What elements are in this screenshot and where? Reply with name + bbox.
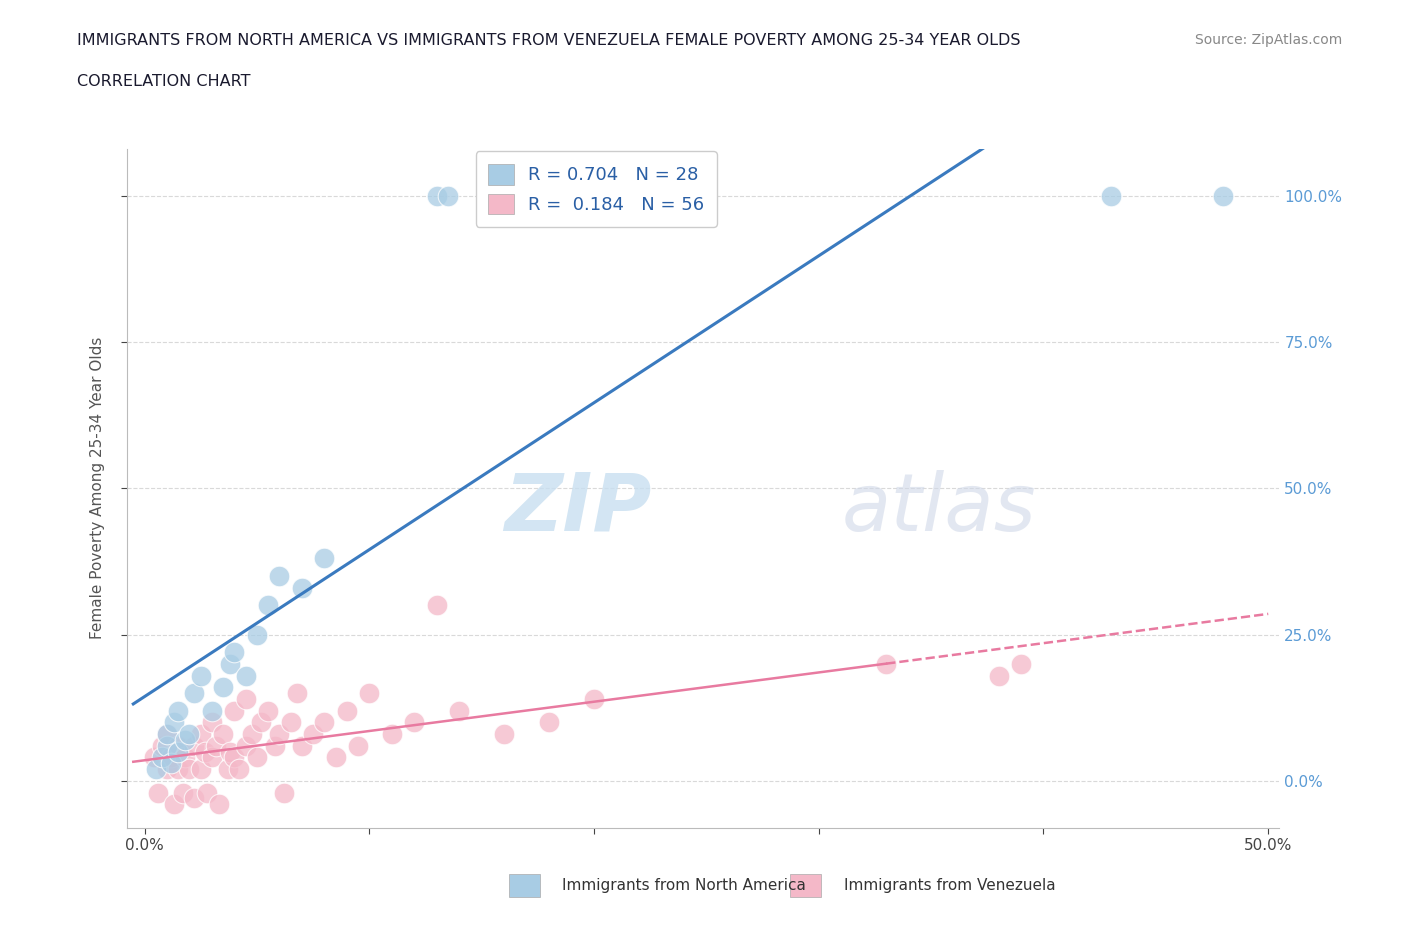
Text: Source: ZipAtlas.com: Source: ZipAtlas.com bbox=[1195, 33, 1343, 46]
Point bbox=[875, 657, 897, 671]
Point bbox=[156, 738, 179, 753]
Point bbox=[160, 750, 183, 764]
Point bbox=[291, 738, 314, 753]
Y-axis label: Female Poverty Among 25-34 Year Olds: Female Poverty Among 25-34 Year Olds bbox=[90, 337, 105, 640]
Point bbox=[285, 685, 308, 700]
Point bbox=[228, 762, 250, 777]
Point bbox=[160, 756, 183, 771]
Point bbox=[217, 762, 239, 777]
Point bbox=[235, 692, 257, 707]
Point bbox=[219, 744, 242, 759]
Point bbox=[219, 657, 242, 671]
Point bbox=[404, 715, 426, 730]
Point bbox=[291, 580, 314, 595]
Point bbox=[269, 568, 291, 583]
Point bbox=[224, 644, 246, 659]
Point bbox=[257, 703, 280, 718]
Point bbox=[194, 744, 217, 759]
Point bbox=[494, 726, 516, 741]
Point bbox=[183, 685, 205, 700]
Point bbox=[257, 598, 280, 613]
Point bbox=[183, 791, 205, 806]
Point bbox=[179, 726, 201, 741]
Point bbox=[167, 738, 190, 753]
Point bbox=[242, 726, 264, 741]
Point bbox=[482, 188, 505, 203]
Point bbox=[179, 762, 201, 777]
Point bbox=[314, 715, 336, 730]
Point bbox=[167, 762, 190, 777]
Point bbox=[494, 188, 516, 203]
Point bbox=[197, 785, 219, 800]
Point bbox=[538, 715, 561, 730]
Point bbox=[302, 726, 325, 741]
Point bbox=[246, 750, 269, 764]
Point bbox=[1212, 188, 1234, 203]
Text: CORRELATION CHART: CORRELATION CHART bbox=[77, 74, 250, 89]
Point bbox=[212, 680, 235, 695]
Point bbox=[190, 762, 212, 777]
Point bbox=[212, 726, 235, 741]
Point bbox=[224, 703, 246, 718]
Point bbox=[582, 692, 605, 707]
Point bbox=[146, 785, 169, 800]
Point bbox=[201, 715, 224, 730]
Point bbox=[987, 668, 1010, 683]
Point bbox=[183, 738, 205, 753]
Legend: R = 0.704   N = 28, R =  0.184   N = 56: R = 0.704 N = 28, R = 0.184 N = 56 bbox=[475, 151, 717, 227]
Point bbox=[156, 726, 179, 741]
Point bbox=[163, 715, 186, 730]
Point bbox=[1010, 657, 1032, 671]
Point bbox=[426, 188, 449, 203]
Point bbox=[263, 738, 285, 753]
Point bbox=[325, 750, 347, 764]
Point bbox=[152, 750, 174, 764]
Point bbox=[152, 738, 174, 753]
Text: ZIP: ZIP bbox=[503, 470, 651, 548]
Text: Immigrants from North America: Immigrants from North America bbox=[562, 878, 806, 893]
Point bbox=[224, 750, 246, 764]
Text: atlas: atlas bbox=[841, 470, 1036, 548]
Point bbox=[208, 797, 231, 812]
Point bbox=[167, 744, 190, 759]
Point bbox=[359, 685, 381, 700]
Point bbox=[250, 715, 273, 730]
Point bbox=[1099, 188, 1122, 203]
Point bbox=[426, 598, 449, 613]
Point bbox=[174, 750, 197, 764]
Point bbox=[190, 726, 212, 741]
Point bbox=[336, 703, 359, 718]
Point bbox=[280, 715, 302, 730]
Point bbox=[381, 726, 404, 741]
Point bbox=[347, 738, 370, 753]
Text: Immigrants from Venezuela: Immigrants from Venezuela bbox=[844, 878, 1056, 893]
Point bbox=[246, 627, 269, 642]
Point bbox=[145, 762, 167, 777]
Point bbox=[172, 785, 194, 800]
Point bbox=[156, 726, 179, 741]
Text: IMMIGRANTS FROM NORTH AMERICA VS IMMIGRANTS FROM VENEZUELA FEMALE POVERTY AMONG : IMMIGRANTS FROM NORTH AMERICA VS IMMIGRA… bbox=[77, 33, 1021, 47]
Point bbox=[201, 703, 224, 718]
Point bbox=[273, 785, 295, 800]
Point bbox=[201, 750, 224, 764]
Point bbox=[269, 726, 291, 741]
Point bbox=[167, 703, 190, 718]
Point bbox=[190, 668, 212, 683]
Point bbox=[142, 750, 165, 764]
Point bbox=[156, 762, 179, 777]
Point bbox=[314, 551, 336, 566]
Point bbox=[235, 738, 257, 753]
Point bbox=[205, 738, 228, 753]
Point bbox=[163, 797, 186, 812]
Point bbox=[449, 703, 471, 718]
Point bbox=[235, 668, 257, 683]
Point bbox=[174, 733, 197, 748]
Point bbox=[437, 188, 460, 203]
